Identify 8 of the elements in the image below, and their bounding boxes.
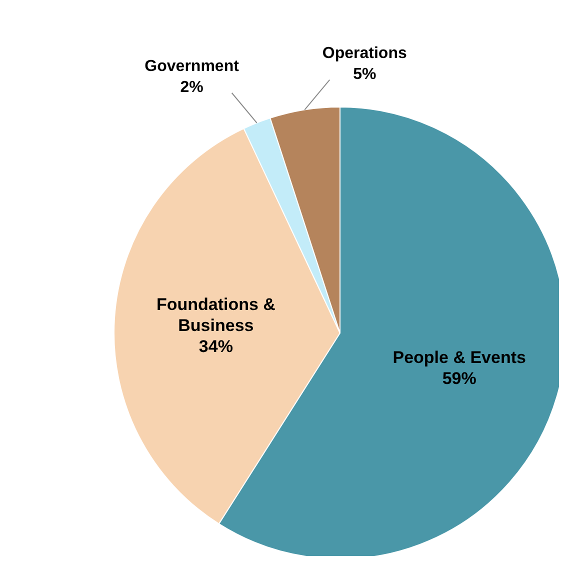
slice-label: Foundations & Business <box>156 294 276 335</box>
data-label: 34% <box>198 336 233 356</box>
slice-label: Operations <box>322 44 407 62</box>
slice-label: People & Events <box>392 348 526 367</box>
slice-label: Government <box>144 57 240 74</box>
data-label: 59% <box>442 368 476 388</box>
data-label: 2% <box>180 78 204 96</box>
data-label: 5% <box>353 65 376 82</box>
